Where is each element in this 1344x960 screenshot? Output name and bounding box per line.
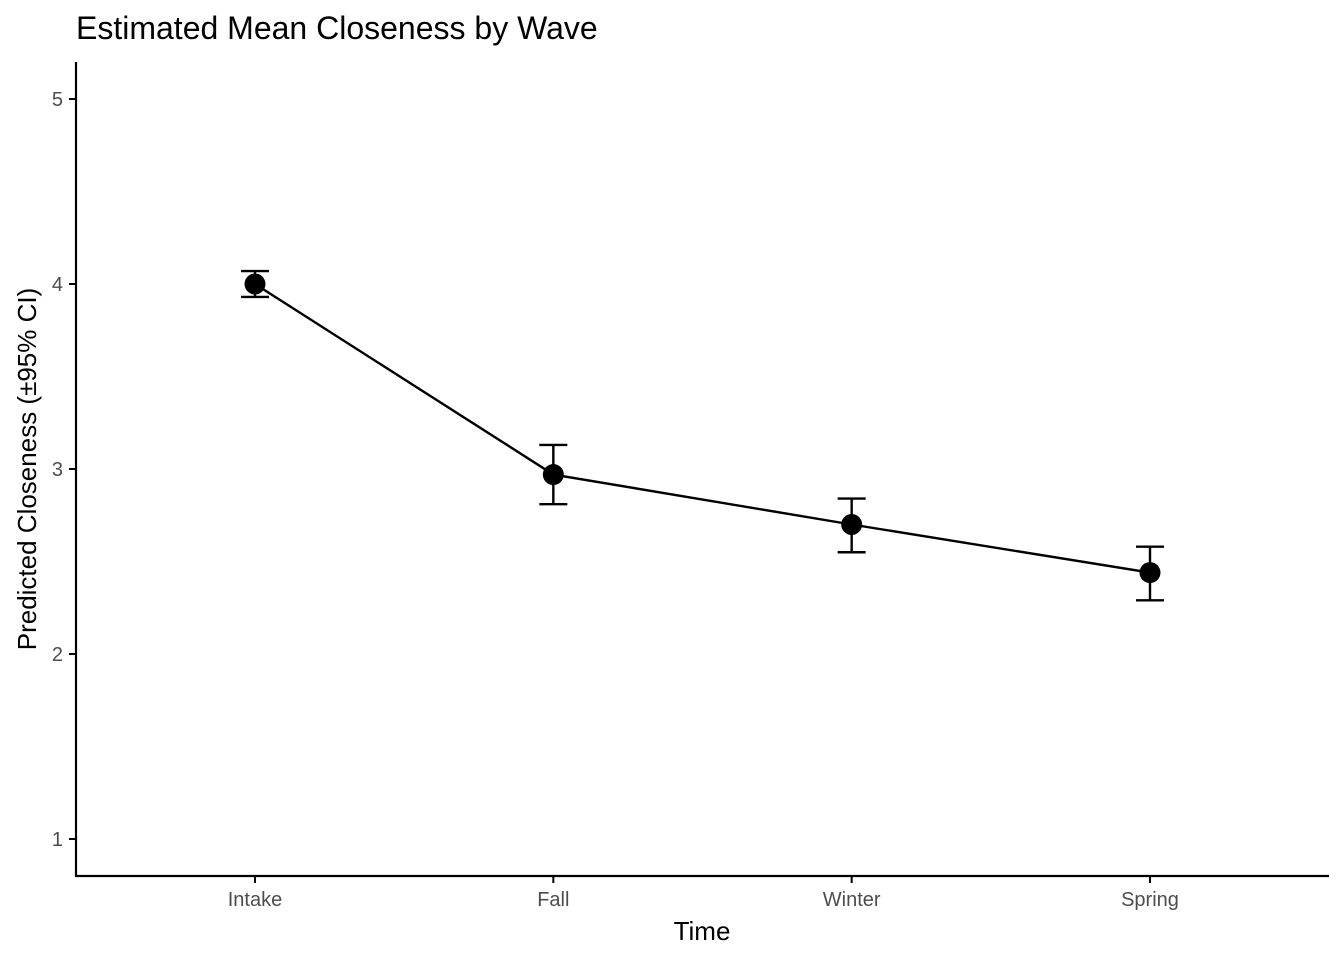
x-tick-label: Fall bbox=[537, 889, 569, 911]
series-layer bbox=[241, 269, 1164, 602]
chart-title: Estimated Mean Closeness by Wave bbox=[76, 10, 598, 46]
x-axis-title: Time bbox=[674, 916, 731, 946]
data-point bbox=[1139, 562, 1161, 584]
y-axis-title: Predicted Closeness (±95% CI) bbox=[12, 288, 42, 651]
x-ticks: Intake Fall Winter Spring bbox=[228, 876, 1179, 911]
data-point bbox=[542, 464, 564, 486]
y-tick-label: 5 bbox=[52, 89, 63, 111]
x-tick-label: Winter bbox=[823, 889, 881, 911]
x-tick-label: Intake bbox=[228, 889, 282, 911]
data-point bbox=[841, 514, 863, 535]
plot-area: 1 2 3 4 5 Intake Fall Winter Spring bbox=[52, 62, 1329, 911]
y-ticks: 1 2 3 4 5 bbox=[52, 89, 76, 851]
y-tick-label: 3 bbox=[52, 459, 63, 481]
y-tick-label: 1 bbox=[52, 829, 63, 851]
x-tick-label: Spring bbox=[1121, 889, 1179, 911]
series-line bbox=[254, 282, 1151, 574]
y-tick-label: 2 bbox=[52, 644, 63, 666]
y-tick-label: 4 bbox=[52, 274, 63, 296]
data-point bbox=[244, 273, 266, 295]
